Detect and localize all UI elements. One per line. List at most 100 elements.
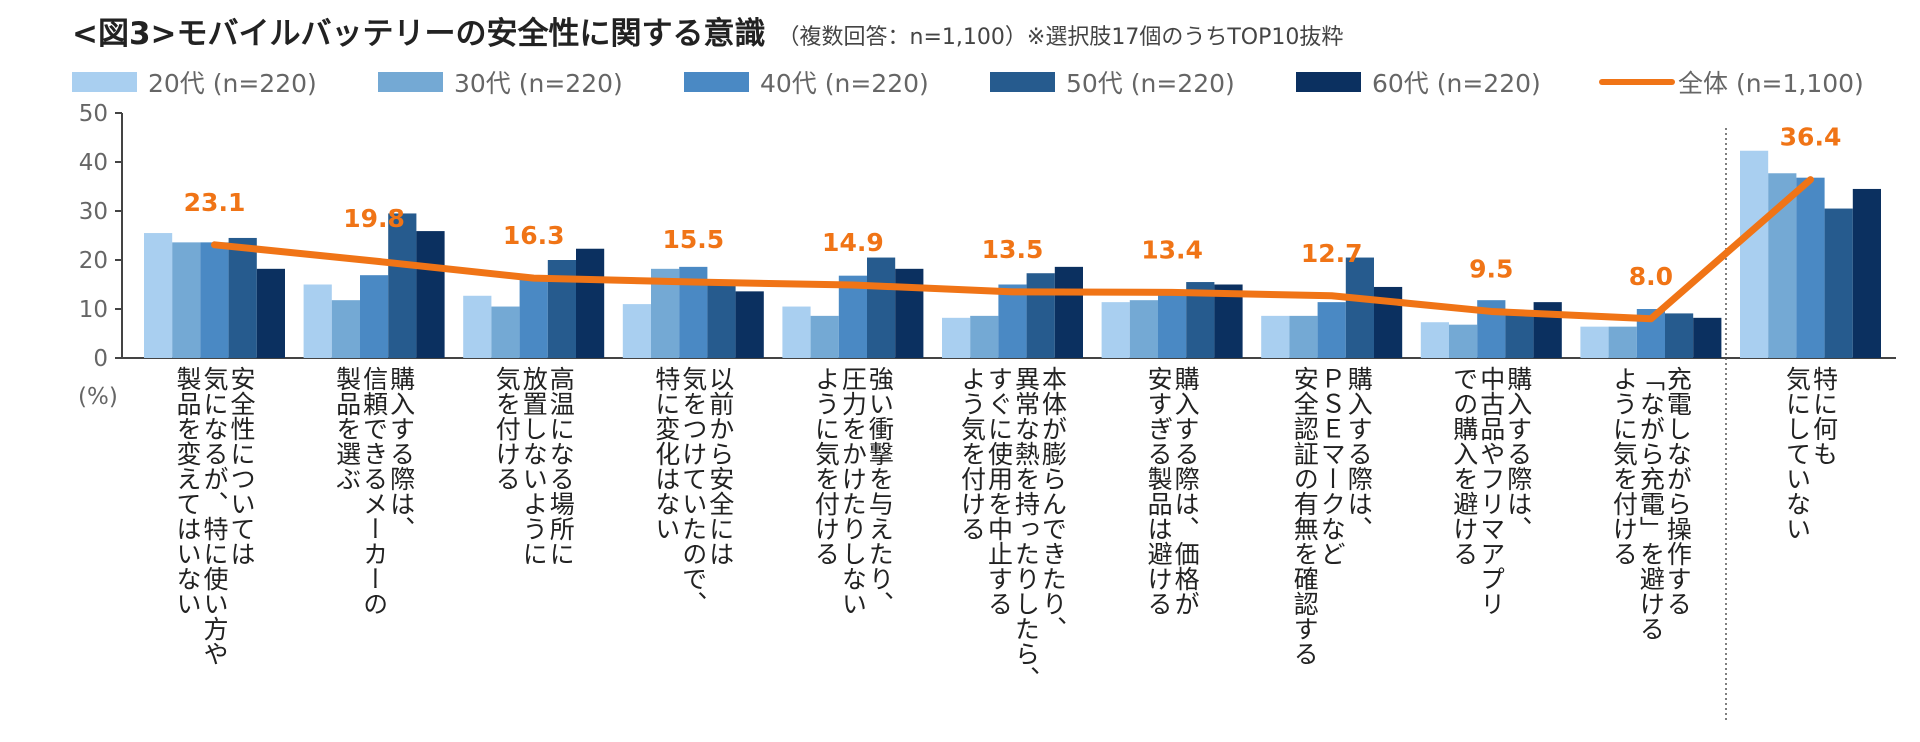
bar [622, 304, 651, 358]
legend-swatch [72, 72, 137, 92]
y-axis-unit: (%) [78, 384, 118, 410]
bar [256, 268, 285, 358]
category-label: ＰＳＥマークなど [1317, 366, 1346, 566]
bar [970, 315, 999, 358]
bar [942, 317, 971, 358]
category-label: 「ながら充電」を避ける [1636, 366, 1665, 641]
data-label: 8.0 [1629, 262, 1673, 291]
bar [1317, 302, 1346, 358]
legend-swatch [990, 72, 1055, 92]
legend-swatch [378, 72, 443, 92]
bar [1505, 311, 1534, 358]
category-label: 充電しながら操作する [1663, 366, 1692, 616]
legend: 20代 (n=220) 30代 (n=220) 40代 (n=220) 50代 (n=… [72, 69, 1864, 98]
bar [1129, 300, 1158, 358]
category-label: すぐに使用を中止する [985, 366, 1014, 616]
category-label: 中古品やフリマアプリ [1477, 366, 1506, 616]
bar [388, 213, 417, 358]
bar [1261, 315, 1290, 358]
bar [1289, 315, 1318, 358]
bar [1580, 326, 1609, 358]
data-label: 14.9 [822, 228, 884, 257]
y-tick-label: 40 [79, 150, 108, 176]
data-label: 12.7 [1301, 239, 1363, 268]
category-label: 信頼できるメーカーの [360, 366, 389, 616]
bar [576, 248, 605, 358]
legend-label: 60代 (n=220) [1372, 69, 1541, 98]
category-label: ように気を付ける [1609, 366, 1638, 566]
category-label: 以前から安全には [706, 366, 735, 566]
category-label: よう気を付ける [958, 366, 987, 541]
bar [895, 268, 924, 358]
category-label: 安すぎる製品は避ける [1144, 366, 1173, 616]
bar [1824, 208, 1853, 358]
bar [172, 242, 201, 358]
y-tick-label: 50 [79, 101, 108, 127]
legend-label: 30代 (n=220) [454, 69, 623, 98]
bar [331, 300, 360, 358]
category-label: 購入する際は、 [1344, 366, 1373, 541]
bar [1054, 266, 1083, 358]
data-label: 13.5 [982, 235, 1044, 264]
bar [463, 295, 492, 358]
data-label: 13.4 [1141, 235, 1203, 264]
y-tick-label: 30 [79, 199, 108, 225]
bar [1608, 326, 1637, 358]
category-label: 気になるが、特に使い方や [200, 366, 229, 666]
bar [1026, 273, 1055, 358]
category-label: での購入を避ける [1450, 366, 1479, 566]
bar [1345, 257, 1374, 358]
bar [1740, 150, 1769, 358]
bar [707, 284, 736, 358]
category-label: 安全性については [227, 366, 256, 566]
category-label: 気にしていない [1783, 366, 1812, 541]
legend-label: 全体 (n=1,100) [1678, 69, 1864, 98]
bar [547, 260, 576, 358]
bar [782, 306, 811, 358]
category-label: 強い衝撃を与えたり、 [865, 366, 894, 616]
bar [1420, 322, 1449, 358]
category-label: ように気を付ける [811, 366, 840, 566]
legend-label: 20代 (n=220) [148, 69, 317, 98]
y-tick-label: 0 [93, 346, 108, 372]
category-label: 購入する際は、 [1504, 366, 1533, 541]
bar [303, 284, 332, 358]
bar [867, 257, 896, 358]
data-label: 9.5 [1469, 254, 1513, 283]
y-tick-label: 20 [79, 248, 108, 274]
category-label: 圧力をかけたりしない [838, 366, 867, 616]
data-label: 16.3 [503, 221, 565, 250]
bar [200, 242, 229, 358]
bar [416, 231, 445, 358]
data-label: 19.8 [343, 204, 405, 233]
bar [1796, 177, 1825, 358]
category-label: 高温になる場所に [546, 366, 575, 566]
bar [1852, 188, 1881, 358]
total-line: 23.1 19.8 16.3 15.5 14.9 13.5 13.4 12.7 9.5 8.0 36… [184, 123, 1842, 323]
bar [491, 306, 520, 358]
bar [144, 233, 173, 358]
category-label: 異常な熱を持ったりしたら、 [1012, 366, 1041, 691]
bar [810, 315, 839, 358]
legend-swatch [684, 72, 749, 92]
category-label: 本体が膨らんできたり、 [1039, 366, 1068, 641]
category-label: 製品を選ぶ [333, 366, 362, 491]
bar [838, 275, 867, 358]
legend-swatch [1296, 72, 1361, 92]
category-label: 安全認証の有無を確認する [1290, 366, 1319, 666]
data-label: 15.5 [662, 225, 724, 254]
bar [1449, 324, 1478, 358]
data-label: 23.1 [184, 188, 246, 217]
bar [1665, 313, 1694, 358]
bar [1158, 291, 1187, 358]
category-label: 放置しないように [519, 366, 548, 566]
bar [1101, 302, 1130, 358]
bar [1693, 317, 1722, 358]
category-label: 購入する際は、 [387, 366, 416, 541]
data-label: 36.4 [1780, 123, 1842, 152]
category-label: 製品を変えてはいない [173, 366, 202, 616]
bar [360, 275, 389, 358]
chart-subtitle: （複数回答：n=1,100）※選択肢17個のうちTOP10抜粋 [778, 25, 1344, 50]
